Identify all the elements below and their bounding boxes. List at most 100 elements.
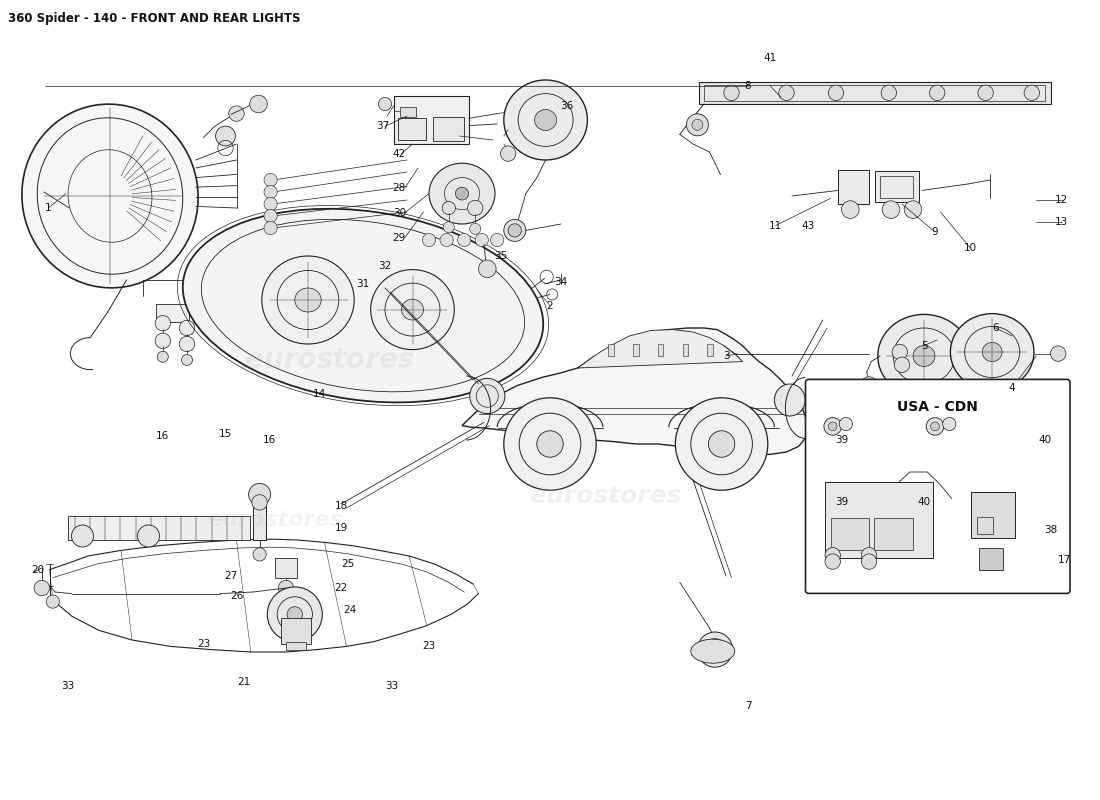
Bar bbox=[433, 117, 464, 141]
Text: 22: 22 bbox=[334, 583, 348, 593]
Ellipse shape bbox=[262, 256, 354, 344]
Text: 17: 17 bbox=[1058, 555, 1071, 565]
Bar bbox=[825, 482, 933, 558]
Circle shape bbox=[537, 430, 563, 457]
Bar bbox=[874, 171, 918, 202]
Circle shape bbox=[34, 580, 50, 596]
Bar bbox=[704, 85, 1045, 101]
Circle shape bbox=[825, 554, 840, 570]
Text: 38: 38 bbox=[1044, 525, 1057, 534]
Circle shape bbox=[155, 315, 170, 331]
Circle shape bbox=[229, 106, 244, 122]
Text: 28: 28 bbox=[393, 183, 406, 193]
Bar bbox=[394, 96, 469, 144]
Circle shape bbox=[72, 525, 94, 547]
Ellipse shape bbox=[295, 288, 321, 312]
Text: 10: 10 bbox=[964, 243, 977, 253]
Bar bbox=[979, 548, 1003, 570]
Text: 34: 34 bbox=[554, 277, 568, 286]
Circle shape bbox=[504, 219, 526, 242]
Circle shape bbox=[278, 580, 294, 596]
Bar bbox=[971, 492, 1015, 538]
Ellipse shape bbox=[878, 314, 970, 398]
Circle shape bbox=[828, 85, 844, 101]
Ellipse shape bbox=[429, 163, 495, 224]
Text: eurostores: eurostores bbox=[207, 510, 343, 530]
Text: 27: 27 bbox=[224, 571, 238, 581]
Ellipse shape bbox=[402, 299, 424, 320]
Circle shape bbox=[824, 418, 842, 435]
Circle shape bbox=[478, 260, 496, 278]
Ellipse shape bbox=[470, 378, 505, 414]
Text: 30: 30 bbox=[393, 208, 406, 218]
Bar bbox=[398, 118, 426, 140]
Bar bbox=[280, 618, 311, 644]
Circle shape bbox=[930, 85, 945, 101]
Circle shape bbox=[860, 377, 878, 394]
Circle shape bbox=[708, 430, 735, 457]
Circle shape bbox=[252, 494, 267, 510]
Circle shape bbox=[504, 398, 596, 490]
Bar bbox=[830, 518, 869, 550]
Text: 11: 11 bbox=[769, 221, 782, 230]
Circle shape bbox=[179, 336, 195, 352]
Text: 33: 33 bbox=[62, 681, 75, 690]
Circle shape bbox=[264, 198, 277, 210]
Polygon shape bbox=[578, 330, 742, 368]
Bar bbox=[707, 344, 713, 356]
Circle shape bbox=[931, 422, 939, 430]
Circle shape bbox=[686, 114, 708, 136]
Text: 39: 39 bbox=[835, 435, 848, 445]
Text: 33: 33 bbox=[385, 681, 398, 690]
Ellipse shape bbox=[774, 384, 805, 416]
Text: 23: 23 bbox=[197, 639, 210, 649]
Polygon shape bbox=[462, 328, 808, 454]
Ellipse shape bbox=[950, 314, 1034, 390]
Circle shape bbox=[182, 338, 192, 350]
Circle shape bbox=[491, 234, 504, 246]
Circle shape bbox=[500, 146, 516, 162]
Bar bbox=[400, 107, 416, 117]
Circle shape bbox=[839, 418, 853, 430]
Circle shape bbox=[475, 234, 488, 246]
Text: 14: 14 bbox=[312, 389, 326, 398]
Bar bbox=[977, 517, 993, 534]
Text: eurostores: eurostores bbox=[529, 484, 681, 508]
Ellipse shape bbox=[535, 110, 557, 130]
Circle shape bbox=[216, 126, 235, 146]
Text: 32: 32 bbox=[378, 261, 392, 270]
Text: 1: 1 bbox=[45, 203, 52, 213]
Text: 18: 18 bbox=[334, 501, 348, 510]
Ellipse shape bbox=[504, 80, 587, 160]
Circle shape bbox=[249, 483, 271, 506]
Circle shape bbox=[704, 638, 726, 661]
Circle shape bbox=[707, 646, 716, 656]
Circle shape bbox=[717, 646, 726, 656]
Circle shape bbox=[440, 234, 453, 246]
Circle shape bbox=[1024, 85, 1040, 101]
Circle shape bbox=[861, 547, 877, 563]
Bar bbox=[682, 344, 689, 356]
Bar bbox=[275, 558, 297, 578]
Circle shape bbox=[157, 334, 168, 345]
Text: 24: 24 bbox=[343, 605, 356, 614]
Bar bbox=[286, 642, 306, 650]
Text: eurostores: eurostores bbox=[245, 346, 415, 374]
Bar bbox=[874, 518, 913, 550]
Ellipse shape bbox=[691, 639, 735, 663]
Circle shape bbox=[253, 548, 266, 561]
Circle shape bbox=[250, 95, 267, 113]
Bar bbox=[253, 498, 266, 540]
Text: 29: 29 bbox=[393, 233, 406, 242]
Circle shape bbox=[724, 85, 739, 101]
Text: 23: 23 bbox=[422, 642, 436, 651]
Bar bbox=[156, 304, 189, 322]
Text: 19: 19 bbox=[334, 523, 348, 533]
Circle shape bbox=[46, 595, 59, 608]
Circle shape bbox=[894, 357, 910, 373]
Circle shape bbox=[138, 525, 160, 547]
Text: 8: 8 bbox=[745, 81, 751, 90]
Text: 4: 4 bbox=[1009, 383, 1015, 393]
Circle shape bbox=[881, 85, 896, 101]
Circle shape bbox=[697, 646, 706, 656]
